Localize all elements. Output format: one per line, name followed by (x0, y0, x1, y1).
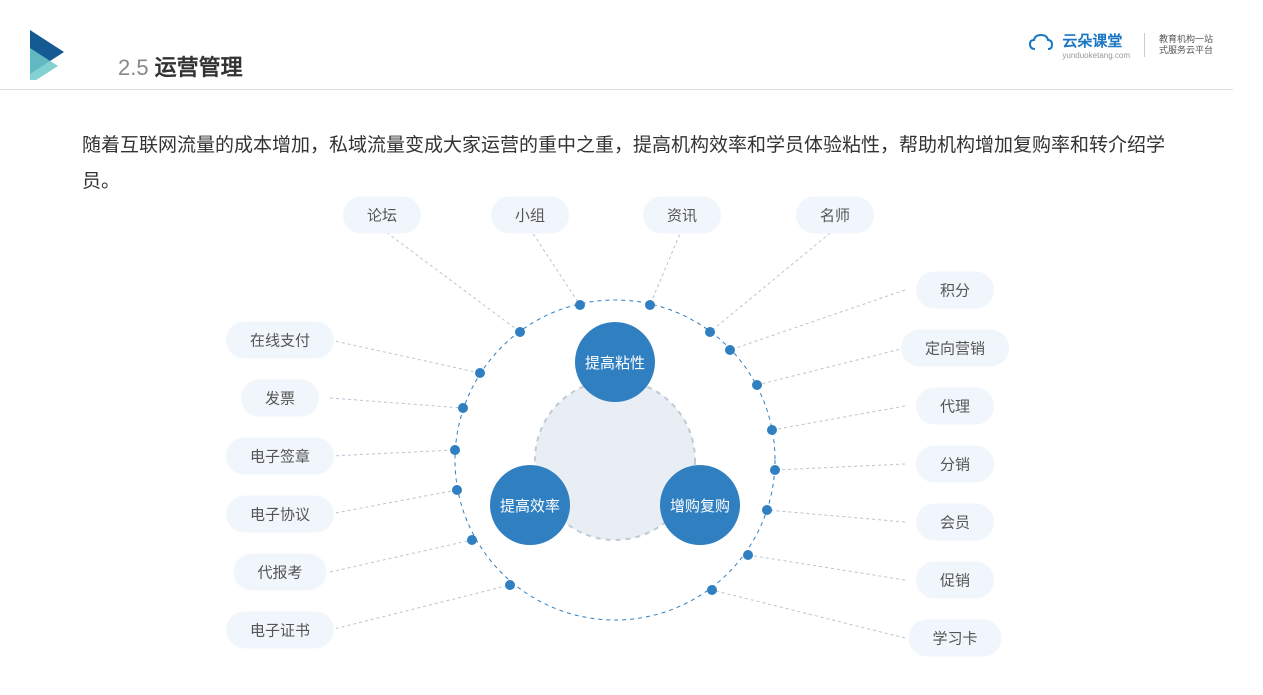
pill-ecert: 电子证书 (226, 612, 334, 649)
pill-invoice: 发票 (241, 380, 319, 417)
pill-member: 会员 (916, 504, 994, 541)
hub-hub-repurchase: 增购复购 (660, 465, 740, 545)
pill-points: 积分 (916, 272, 994, 309)
pill-teacher: 名师 (796, 197, 874, 234)
diagram-layer: 提高粘性提高效率 增购复购 论坛 小组 资讯 名师在线支付发票电子签章电子协议代报考电子证… (0, 0, 1263, 695)
pill-online-pay: 在线支付 (226, 322, 334, 359)
pill-agent: 代理 (916, 388, 994, 425)
hub-hub-efficiency: 提高效率 (490, 465, 570, 545)
pill-exam-proxy: 代报考 (233, 554, 326, 591)
pill-eagreement: 电子协议 (226, 496, 334, 533)
pill-promo: 促销 (916, 562, 994, 599)
pill-distribute: 分销 (916, 446, 994, 483)
pill-group: 小组 (491, 197, 569, 234)
pill-news: 资讯 (643, 197, 721, 234)
pill-forum: 论坛 (343, 197, 421, 234)
pill-studycard: 学习卡 (908, 620, 1001, 657)
hub-hub-stickiness: 提高粘性 (575, 322, 655, 402)
pill-targeted: 定向营销 (901, 330, 1009, 367)
pill-esign: 电子签章 (226, 438, 334, 475)
